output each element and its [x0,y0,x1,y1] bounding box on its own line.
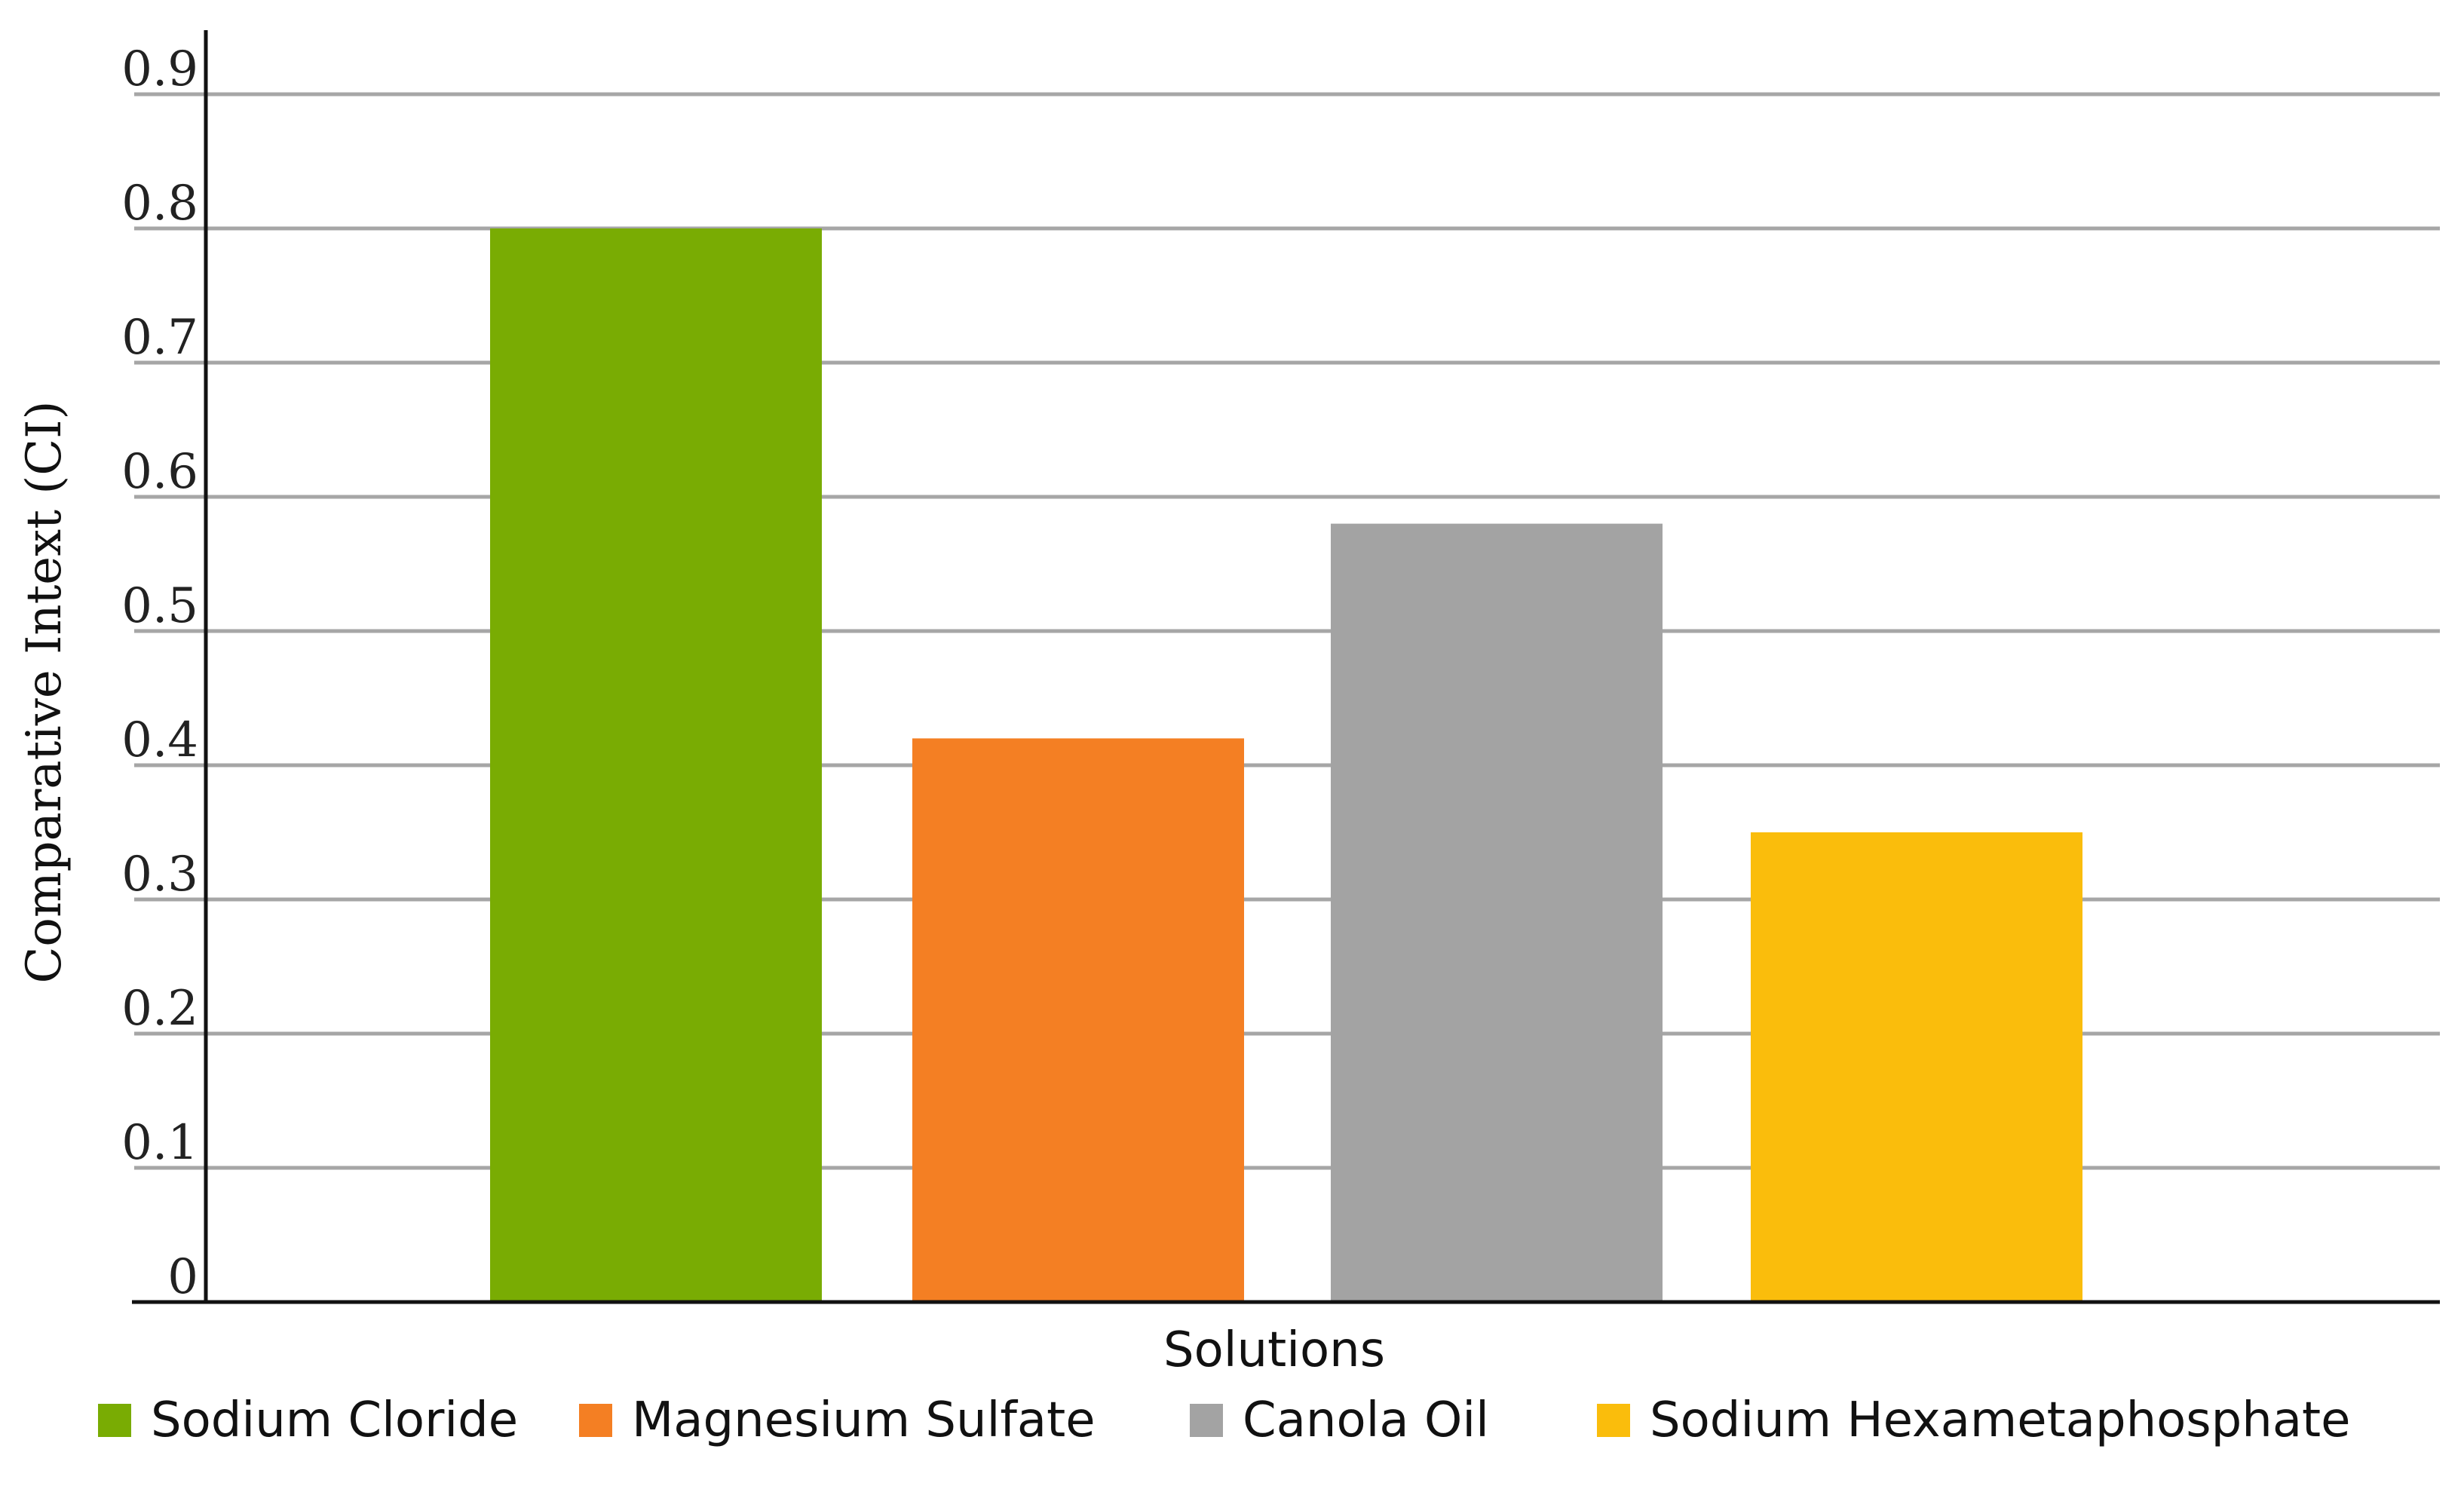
legend-label: Sodium Cloride [151,1392,518,1448]
bar-sodium-cloride [490,228,822,1302]
legend-item: Canola Oil [1190,1392,1489,1448]
legend-swatch [579,1404,612,1437]
bar-magnesium-sulfate [912,738,1244,1302]
y-tick-label: 0 [167,1249,198,1305]
y-tick-labels: 0 0.1 0.2 0.3 0.4 0.5 0.6 0.7 0.8 0.9 [121,41,198,1305]
y-tick-label: 0.5 [121,578,198,634]
y-tick-label: 0.2 [121,981,198,1037]
y-tick-label: 0.3 [121,847,198,902]
legend-label: Canola Oil [1243,1392,1489,1448]
legend-swatch [98,1404,131,1437]
legend-swatch [1190,1404,1223,1437]
y-axis-title: Comparative Intext (CI) [17,400,72,983]
bar-sodium-hexametaphosphate [1751,832,2082,1302]
y-tick-label: 0.8 [121,176,198,231]
x-axis-title: Solutions [1163,1322,1385,1378]
legend-item: Sodium Cloride [98,1392,518,1448]
y-tick-label: 0.7 [121,310,198,366]
legend-label: Sodium Hexametaphosphate [1650,1392,2351,1448]
legend-item: Sodium Hexametaphosphate [1597,1392,2351,1448]
y-tick-label: 0.6 [121,444,198,500]
bar-canola-oil [1331,523,1663,1302]
y-tick-label: 0.4 [121,712,198,768]
legend-swatch [1597,1404,1630,1437]
legend-label: Magnesium Sulfate [632,1392,1096,1448]
legend-item: Magnesium Sulfate [579,1392,1096,1448]
y-tick-label: 0.9 [121,41,198,97]
axes [132,30,2440,1304]
bars [490,228,2082,1302]
legend: Sodium Cloride Magnesium Sulfate Canola Oi… [98,1392,2351,1448]
gridlines [134,92,2440,1170]
y-tick-label: 0.1 [121,1115,198,1171]
